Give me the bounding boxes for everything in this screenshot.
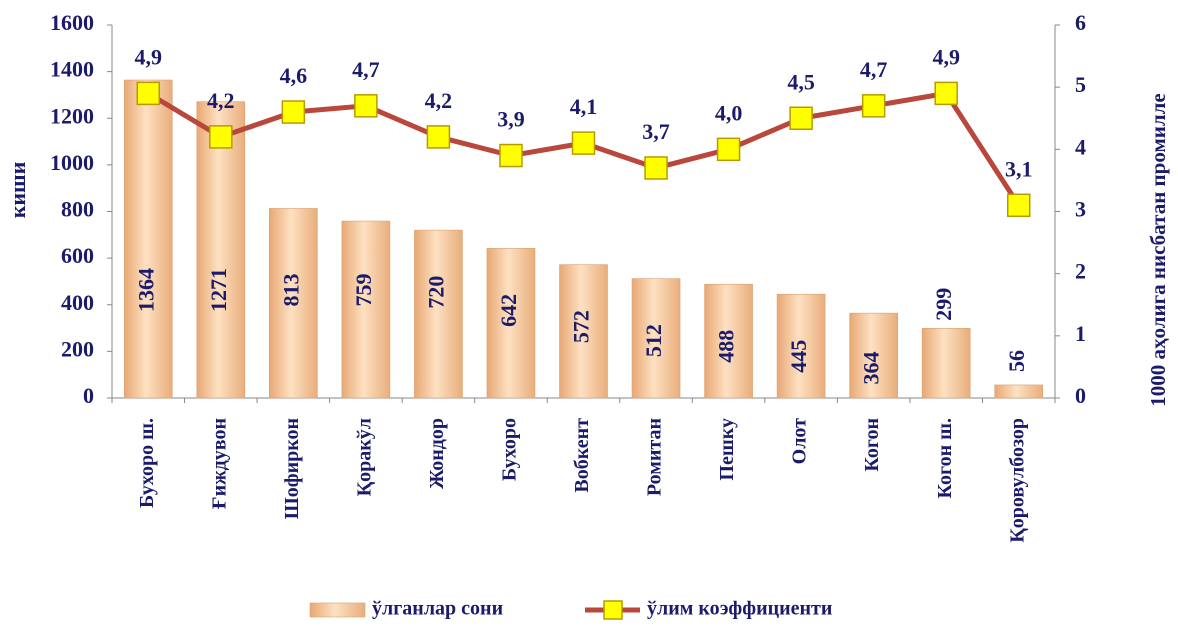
line-marker bbox=[136, 81, 161, 106]
bar bbox=[849, 312, 898, 399]
legend-marker bbox=[603, 600, 623, 620]
y-tick-label: 0 bbox=[83, 383, 94, 408]
x-tick-label: Олот bbox=[789, 418, 811, 465]
x-tick-label: Қоровулбозор bbox=[1006, 418, 1028, 543]
line-marker bbox=[1006, 193, 1031, 218]
y-tick-label: 1400 bbox=[50, 57, 94, 82]
x-tick-label: Когон ш. bbox=[934, 418, 956, 499]
y-tick-label: 200 bbox=[61, 336, 94, 361]
x-tick-label: Ғиждувон bbox=[208, 418, 230, 509]
bar-value-label: 364 bbox=[859, 352, 884, 385]
line-value-label: 4,2 bbox=[207, 88, 235, 113]
x-tick-label: Ромитан bbox=[644, 418, 666, 496]
line-marker bbox=[281, 100, 306, 124]
bar-value-label: 56 bbox=[1004, 350, 1029, 372]
bar bbox=[994, 384, 1044, 399]
y-tick-label: 600 bbox=[61, 243, 94, 268]
line-value-label: 4,1 bbox=[570, 94, 598, 119]
x-tick-label: Пешку bbox=[716, 418, 738, 481]
bar bbox=[196, 101, 246, 399]
line-value-label: 4,7 bbox=[860, 57, 888, 82]
bar-value-label: 445 bbox=[786, 340, 811, 373]
x-tick-label: Бухоро ш. bbox=[136, 418, 158, 508]
bar bbox=[486, 248, 536, 399]
bar bbox=[269, 208, 318, 399]
y2-tick-label: 2 bbox=[1075, 259, 1086, 284]
bar bbox=[559, 264, 608, 399]
y-tick-label: 1000 bbox=[50, 150, 94, 175]
line-marker bbox=[861, 94, 886, 118]
y2-tick-label: 3 bbox=[1075, 197, 1086, 222]
bar bbox=[631, 278, 681, 399]
line-value-label: 4,5 bbox=[787, 69, 815, 94]
y2-tick-label: 5 bbox=[1075, 72, 1086, 97]
line-marker bbox=[354, 94, 378, 118]
x-tick-label: Когон bbox=[861, 418, 883, 472]
bar-value-label: 1364 bbox=[133, 268, 158, 312]
line-value-label: 3,1 bbox=[1005, 156, 1033, 181]
bar bbox=[414, 229, 463, 399]
x-tick-label: Шофиркон bbox=[281, 418, 303, 519]
line-marker bbox=[934, 81, 958, 106]
bar-value-label: 1271 bbox=[206, 268, 231, 312]
line-value-label: 4,9 bbox=[135, 44, 163, 69]
line-marker bbox=[426, 125, 451, 149]
y2-tick-label: 1 bbox=[1075, 321, 1086, 346]
line-value-label: 3,9 bbox=[497, 107, 525, 132]
line-value-label: 4,9 bbox=[932, 44, 960, 69]
bar-value-label: 572 bbox=[569, 310, 594, 343]
line-value-label: 3,7 bbox=[642, 119, 670, 144]
bar bbox=[704, 283, 753, 399]
y2-axis-title: 1000 аҳолига нисбатан промилле bbox=[1146, 93, 1170, 406]
bar-value-label: 299 bbox=[931, 288, 956, 321]
bar-value-label: 512 bbox=[641, 324, 666, 357]
bar bbox=[341, 220, 391, 399]
legend-swatch bbox=[309, 602, 366, 618]
line-marker bbox=[644, 156, 668, 180]
bar-value-label: 488 bbox=[714, 330, 739, 363]
y2-tick-label: 6 bbox=[1075, 10, 1086, 35]
line-marker bbox=[571, 131, 596, 155]
line-value-label: 4,2 bbox=[425, 88, 453, 113]
y-tick-label: 400 bbox=[61, 290, 94, 315]
line-value-label: 4,0 bbox=[715, 100, 743, 125]
y-tick-label: 1200 bbox=[50, 103, 94, 128]
line-value-label: 4,7 bbox=[352, 57, 380, 82]
y-tick-label: 800 bbox=[61, 197, 94, 222]
line-marker bbox=[789, 106, 813, 130]
bar bbox=[921, 327, 971, 399]
line-marker bbox=[209, 125, 233, 149]
legend-label: ўлганлар сони bbox=[372, 598, 503, 620]
x-tick-label: Вобкент bbox=[571, 418, 593, 493]
line-marker bbox=[499, 143, 523, 168]
bar-value-label: 642 bbox=[496, 294, 521, 327]
bar bbox=[123, 79, 173, 399]
y-axis-title: киши bbox=[5, 161, 30, 218]
line-marker bbox=[716, 137, 741, 162]
bar bbox=[776, 293, 826, 399]
bar-value-label: 759 bbox=[351, 274, 376, 307]
y2-tick-label: 4 bbox=[1075, 134, 1086, 159]
y-tick-label: 1600 bbox=[50, 10, 94, 35]
legend-label: ўлим коэффициенти bbox=[647, 598, 832, 620]
line-value-label: 4,6 bbox=[280, 63, 308, 88]
x-tick-label: Жондор bbox=[426, 418, 448, 489]
x-tick-label: Қоракўл bbox=[353, 418, 375, 496]
y2-tick-label: 0 bbox=[1075, 383, 1086, 408]
bar-value-label: 720 bbox=[423, 276, 448, 309]
bar-value-label: 813 bbox=[278, 274, 303, 307]
x-tick-label: Бухоро bbox=[499, 418, 521, 481]
